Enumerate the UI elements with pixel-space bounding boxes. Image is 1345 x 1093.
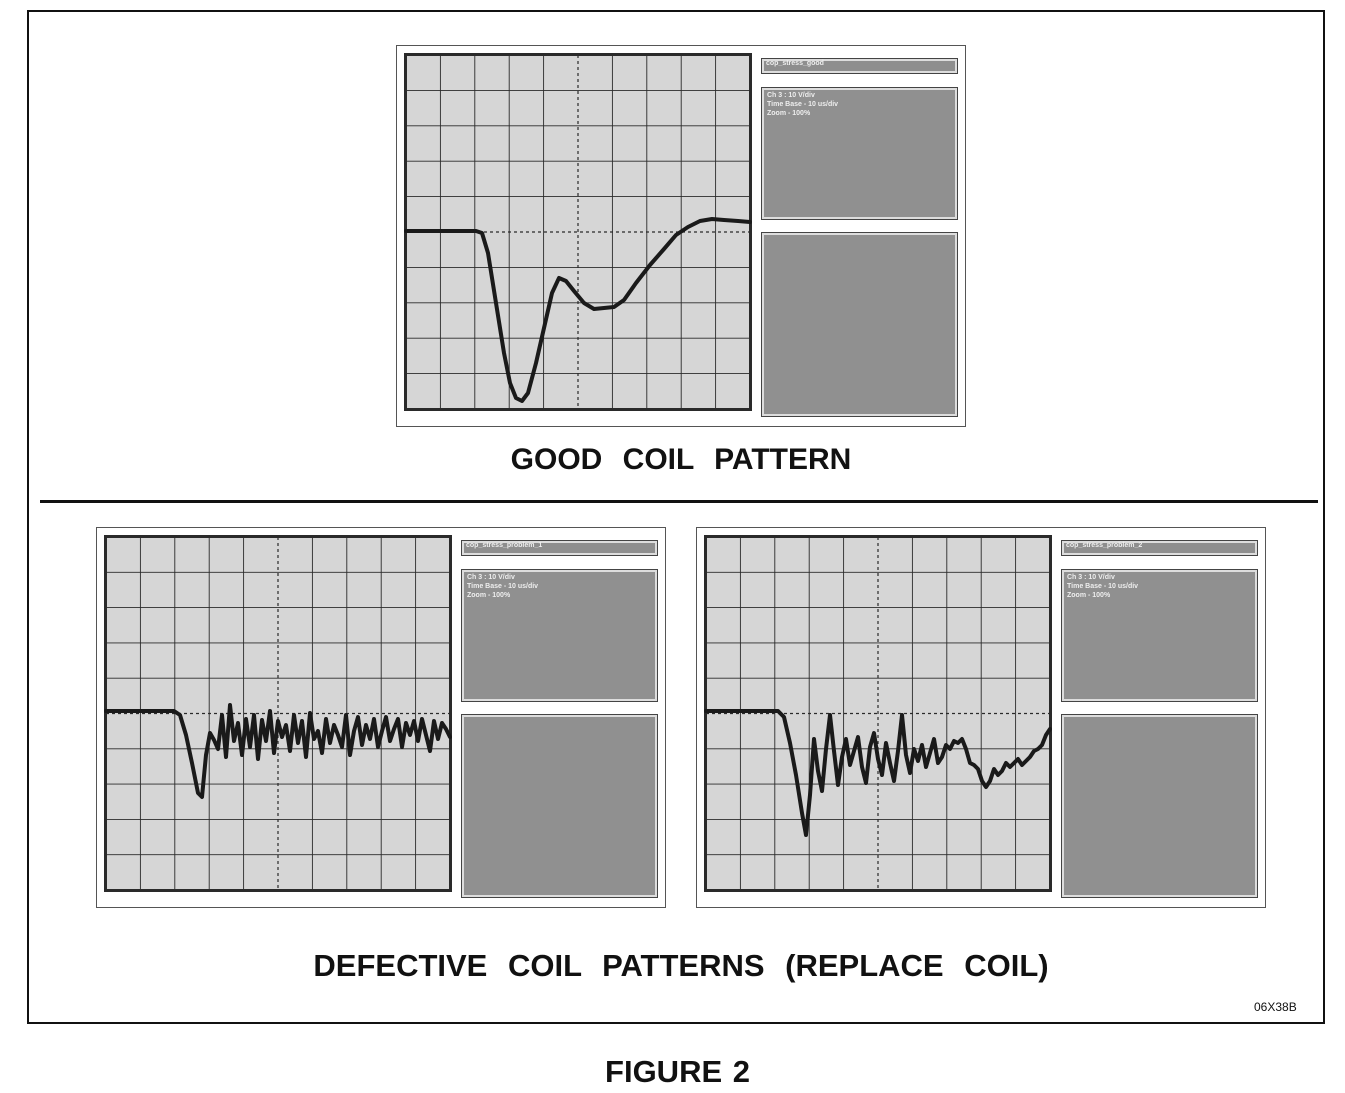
scope-title: cop_stress_problem_1 — [461, 540, 658, 556]
figure-label: FIGURE 2 — [605, 1054, 750, 1089]
scope-screen — [404, 53, 752, 411]
scope-screen — [104, 535, 452, 892]
waveform-trace — [704, 709, 1052, 837]
scope-info-panel: Ch 3 : 10 V/div Time Base - 10 us/div Zo… — [761, 87, 958, 220]
time-base: Time Base - 10 us/div — [767, 101, 839, 108]
scope-info-panel: Ch 3 : 10 V/div Time Base - 10 us/div Zo… — [461, 569, 658, 702]
drawing-code: 06X38B — [1254, 1000, 1297, 1014]
figure-frame — [27, 10, 1325, 1024]
scope-screen — [704, 535, 1052, 892]
zoom-level: Zoom - 100% — [767, 110, 811, 117]
channel-scale: Ch 3 : 10 V/div — [767, 92, 815, 99]
scope-info-panel: Ch 3 : 10 V/div Time Base - 10 us/div Zo… — [1061, 569, 1258, 702]
waveform-trace — [104, 703, 452, 799]
scope-good: cop_stress_good Ch 3 : 10 V/div Time Bas… — [396, 45, 966, 427]
scope-blank-panel — [1061, 714, 1258, 898]
zoom-level: Zoom - 100% — [467, 592, 511, 599]
waveform-trace — [404, 217, 752, 403]
scope-title: cop_stress_problem_2 — [1061, 540, 1258, 556]
scope-problem-1: cop_stress_problem_1 Ch 3 : 10 V/div Tim… — [96, 527, 666, 908]
zoom-level: Zoom - 100% — [1067, 592, 1111, 599]
scope-blank-panel — [461, 714, 658, 898]
graticule-grid — [106, 537, 450, 890]
scope-blank-panel — [761, 232, 958, 417]
good-caption: GOOD COIL PATTERN — [510, 443, 852, 476]
scope-problem-2: cop_stress_problem_2 Ch 3 : 10 V/div Tim… — [696, 527, 1266, 908]
time-base: Time Base - 10 us/div — [467, 583, 539, 590]
channel-scale: Ch 3 : 10 V/div — [1067, 574, 1115, 581]
defective-caption: DEFECTIVE COIL PATTERNS (REPLACE COIL) — [313, 948, 1049, 983]
time-base: Time Base - 10 us/div — [1067, 583, 1139, 590]
graticule-grid — [706, 537, 1050, 890]
section-divider — [40, 500, 1318, 503]
scope-title: cop_stress_good — [761, 58, 958, 74]
channel-scale: Ch 3 : 10 V/div — [467, 574, 515, 581]
